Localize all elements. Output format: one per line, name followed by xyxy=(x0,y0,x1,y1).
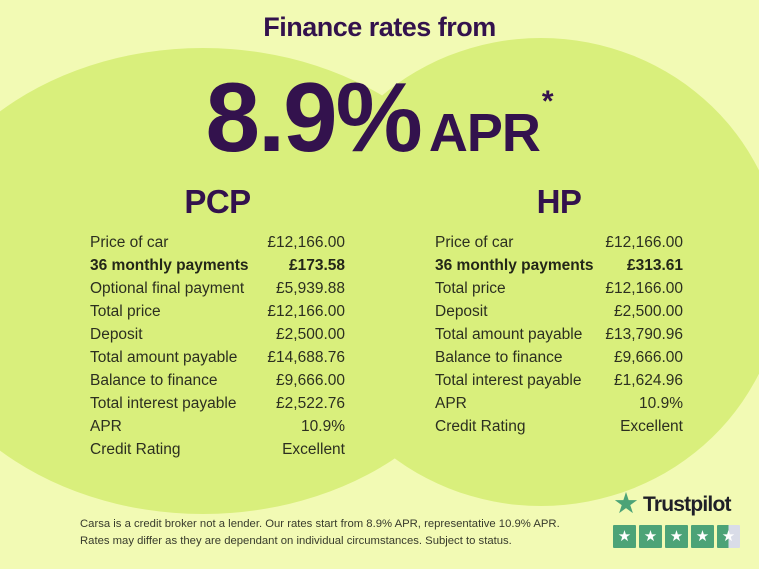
table-row: Price of car £12,166.00 xyxy=(435,231,683,254)
hp-heading: HP xyxy=(536,183,582,220)
star-icon: ★ xyxy=(643,528,658,545)
rating-star-box: ★ xyxy=(639,525,662,548)
table-row: Balance to finance £9,666.00 xyxy=(90,369,345,392)
table-row: Optional final payment £5,939.88 xyxy=(90,277,345,300)
table-row: Balance to finance £9,666.00 xyxy=(435,346,683,369)
finance-tables: PCP Price of car £12,166.00 36 monthly p… xyxy=(90,184,683,461)
rating-stars: ★ ★ ★ ★ ★ xyxy=(613,525,745,548)
table-row: Total amount payable £14,688.76 xyxy=(90,346,345,369)
table-row: Total price £12,166.00 xyxy=(435,277,683,300)
row-value: £12,166.00 xyxy=(605,280,683,297)
row-label: Balance to finance xyxy=(90,372,218,389)
row-value: £2,500.00 xyxy=(276,326,345,343)
row-label: Total price xyxy=(90,303,161,320)
table-row: Credit Rating Excellent xyxy=(90,438,345,461)
row-value: £5,939.88 xyxy=(276,280,345,297)
row-value: Excellent xyxy=(282,441,345,458)
row-value: £2,522.76 xyxy=(276,395,345,412)
row-value: £173.58 xyxy=(288,257,345,274)
asterisk-note: * xyxy=(541,85,554,118)
row-label: Deposit xyxy=(435,303,488,320)
table-row: Total amount payable £13,790.96 xyxy=(435,323,683,346)
table-row: Total price £12,166.00 xyxy=(90,300,345,323)
row-value: £13,790.96 xyxy=(605,326,683,343)
row-value: 10.9% xyxy=(301,418,345,435)
rating-star-box: ★ xyxy=(613,525,636,548)
table-row: Deposit £2,500.00 xyxy=(90,323,345,346)
row-label: Credit Rating xyxy=(90,441,181,458)
star-icon: ★ xyxy=(669,528,684,545)
star-icon: ★ xyxy=(721,528,736,545)
row-value: £313.61 xyxy=(626,257,683,274)
row-label: 36 monthly payments xyxy=(435,257,594,274)
row-value: £12,166.00 xyxy=(267,303,345,320)
hp-table: HP Price of car £12,166.00 36 monthly pa… xyxy=(435,184,683,461)
trustpilot-brand-name: Trustpilot xyxy=(643,492,731,516)
pcp-heading: PCP xyxy=(184,183,251,220)
trustpilot-widget: ★ Trustpilot ★ ★ ★ ★ ★ xyxy=(613,490,745,548)
row-value: Excellent xyxy=(620,418,683,435)
rating-star-box: ★ xyxy=(665,525,688,548)
table-row: Price of car £12,166.00 xyxy=(90,231,345,254)
row-label: Price of car xyxy=(90,234,169,251)
disclaimer-line-2: Rates may differ as they are dependant o… xyxy=(80,534,512,547)
star-icon: ★ xyxy=(617,528,632,545)
headline-rate: 8.9% xyxy=(205,62,422,172)
table-row: APR 10.9% xyxy=(90,415,345,438)
row-value: £12,166.00 xyxy=(605,234,683,251)
row-label: Credit Rating xyxy=(435,418,526,435)
table-row: Total interest payable £1,624.96 xyxy=(435,369,683,392)
row-value: £12,166.00 xyxy=(267,234,345,251)
star-icon: ★ xyxy=(695,528,710,545)
row-label: Total amount payable xyxy=(435,326,583,343)
table-row: 36 monthly payments £313.61 xyxy=(435,254,683,277)
row-value: £9,666.00 xyxy=(614,349,683,366)
rating-star-box: ★ xyxy=(691,525,714,548)
row-label: 36 monthly payments xyxy=(90,257,249,274)
row-label: APR xyxy=(90,418,122,435)
trustpilot-wordmark: ★ Trustpilot xyxy=(613,490,745,519)
pcp-table: PCP Price of car £12,166.00 36 monthly p… xyxy=(90,184,345,461)
promo-title: Finance rates from xyxy=(263,12,496,42)
row-value: 10.9% xyxy=(639,395,683,412)
row-label: APR xyxy=(435,395,467,412)
row-label: Price of car xyxy=(435,234,514,251)
row-label: Total price xyxy=(435,280,506,297)
disclaimer-line-1: Carsa is a credit broker not a lender. O… xyxy=(80,518,560,530)
row-value: £2,500.00 xyxy=(614,303,683,320)
table-row: APR 10.9% xyxy=(435,392,683,415)
disclaimer-text: Carsa is a credit broker not a lender. O… xyxy=(80,516,560,549)
half-star-box: ★ xyxy=(717,525,740,548)
table-row: Deposit £2,500.00 xyxy=(435,300,683,323)
row-label: Total interest payable xyxy=(435,372,582,389)
row-value: £9,666.00 xyxy=(276,372,345,389)
table-row: Credit Rating Excellent xyxy=(435,415,683,438)
row-label: Total interest payable xyxy=(90,395,237,412)
row-label: Balance to finance xyxy=(435,349,563,366)
table-row: Total interest payable £2,522.76 xyxy=(90,392,345,415)
row-label: Deposit xyxy=(90,326,143,343)
row-label: Total amount payable xyxy=(90,349,238,366)
row-label: Optional final payment xyxy=(90,280,245,297)
table-row: 36 monthly payments £173.58 xyxy=(90,254,345,277)
trustpilot-star-icon: ★ xyxy=(613,488,639,520)
row-value: £1,624.96 xyxy=(614,372,683,389)
headline-rate-group: 8.9% APR * xyxy=(0,68,759,166)
apr-label: APR xyxy=(428,103,541,163)
row-value: £14,688.76 xyxy=(267,349,345,366)
